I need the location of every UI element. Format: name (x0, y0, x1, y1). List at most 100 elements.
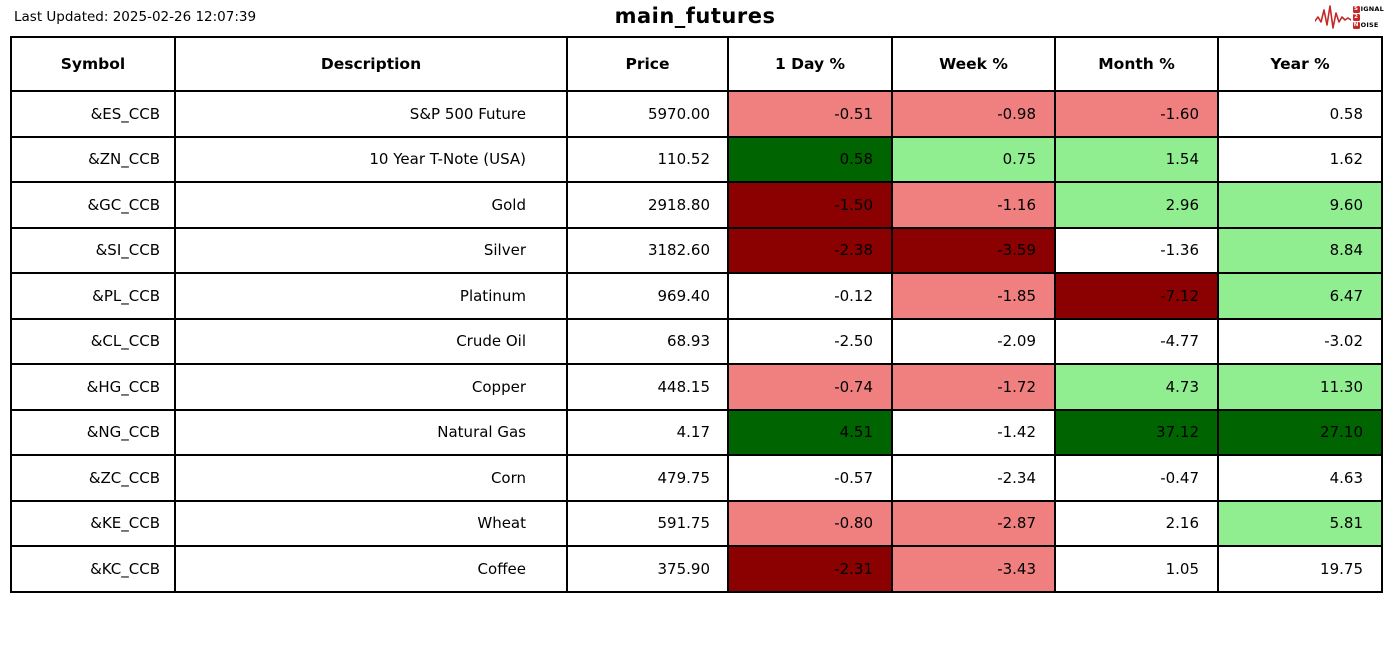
pct-1day-cell: -2.50 (727, 317, 893, 365)
price-cell: 2918.80 (566, 181, 729, 229)
column-header-month-: Month % (1054, 36, 1219, 92)
logo-line-2: 2 (1352, 13, 1384, 21)
symbol-cell: &PL_CCB (10, 272, 176, 320)
column-header-1-day-: 1 Day % (727, 36, 893, 92)
price-cell: 375.90 (566, 545, 729, 593)
symbol-cell: &KC_CCB (10, 545, 176, 593)
description-cell: Crude Oil (174, 317, 568, 365)
price-cell: 5970.00 (566, 90, 729, 138)
description-cell: Silver (174, 226, 568, 274)
logo-text: S IGNAL 2 N OISE (1352, 5, 1384, 29)
pct-week-cell: -2.34 (891, 454, 1056, 502)
logo-badge-2: 2 (1352, 13, 1360, 21)
pct-week-cell: -2.09 (891, 317, 1056, 365)
pct-year-cell: -3.02 (1217, 317, 1383, 365)
column-header-symbol: Symbol (10, 36, 176, 92)
pct-week-cell: -3.59 (891, 226, 1056, 274)
page-title: main_futures (614, 4, 776, 28)
logo-line-signal: S IGNAL (1352, 5, 1384, 13)
pct-week-cell: 0.75 (891, 135, 1056, 183)
price-cell: 3182.60 (566, 226, 729, 274)
column-header-year-: Year % (1217, 36, 1383, 92)
pct-year-cell: 19.75 (1217, 545, 1383, 593)
table-row: &CL_CCB Crude Oil 68.93 -2.50 -2.09 -4.7… (10, 317, 1383, 365)
description-cell: Natural Gas (174, 408, 568, 456)
symbol-cell: &HG_CCB (10, 363, 176, 411)
last-updated-text: Last Updated: 2025-02-26 12:07:39 (14, 9, 257, 25)
pct-week-cell: -1.16 (891, 181, 1056, 229)
pct-year-cell: 11.30 (1217, 363, 1383, 411)
pct-week-cell: -2.87 (891, 499, 1056, 547)
description-cell: Corn (174, 454, 568, 502)
table-header-row: Symbol Description Price 1 Day % Week % Month… (10, 36, 1383, 92)
pct-month-cell: 37.12 (1054, 408, 1219, 456)
description-cell: Wheat (174, 499, 568, 547)
pct-1day-cell: -0.12 (727, 272, 893, 320)
table-row: &PL_CCB Platinum 969.40 -0.12 -1.85 -7.1… (10, 272, 1383, 320)
price-cell: 969.40 (566, 272, 729, 320)
pct-week-cell: -1.72 (891, 363, 1056, 411)
symbol-cell: &NG_CCB (10, 408, 176, 456)
pct-1day-cell: -1.50 (727, 181, 893, 229)
price-cell: 448.15 (566, 363, 729, 411)
pct-year-cell: 5.81 (1217, 499, 1383, 547)
description-cell: 10 Year T-Note (USA) (174, 135, 568, 183)
pct-month-cell: -4.77 (1054, 317, 1219, 365)
signal2noise-logo: S IGNAL 2 N OISE (1314, 3, 1384, 31)
price-cell: 68.93 (566, 317, 729, 365)
symbol-cell: &CL_CCB (10, 317, 176, 365)
pct-year-cell: 0.58 (1217, 90, 1383, 138)
logo-text-oise: OISE (1360, 21, 1379, 29)
pct-week-cell: -1.42 (891, 408, 1056, 456)
symbol-cell: &ZN_CCB (10, 135, 176, 183)
pct-year-cell: 6.47 (1217, 272, 1383, 320)
heartbeat-waveform-icon (1314, 5, 1351, 29)
table-row: &ZN_CCB 10 Year T-Note (USA) 110.52 0.58… (10, 135, 1383, 183)
pct-month-cell: -0.47 (1054, 454, 1219, 502)
symbol-cell: &GC_CCB (10, 181, 176, 229)
symbol-cell: &ES_CCB (10, 90, 176, 138)
pct-week-cell: -0.98 (891, 90, 1056, 138)
pct-month-cell: 4.73 (1054, 363, 1219, 411)
pct-month-cell: -1.36 (1054, 226, 1219, 274)
pct-month-cell: 2.16 (1054, 499, 1219, 547)
description-cell: S&P 500 Future (174, 90, 568, 138)
pct-week-cell: -3.43 (891, 545, 1056, 593)
pct-1day-cell: -2.38 (727, 226, 893, 274)
pct-week-cell: -1.85 (891, 272, 1056, 320)
pct-month-cell: -1.60 (1054, 90, 1219, 138)
pct-month-cell: 2.96 (1054, 181, 1219, 229)
futures-table: Symbol Description Price 1 Day % Week % Month… (10, 36, 1383, 593)
description-cell: Copper (174, 363, 568, 411)
symbol-cell: &ZC_CCB (10, 454, 176, 502)
pct-1day-cell: -0.80 (727, 499, 893, 547)
price-cell: 4.17 (566, 408, 729, 456)
symbol-cell: &KE_CCB (10, 499, 176, 547)
logo-text-ignal: IGNAL (1360, 5, 1384, 13)
pct-year-cell: 9.60 (1217, 181, 1383, 229)
column-header-week-: Week % (891, 36, 1056, 92)
table-row: &NG_CCB Natural Gas 4.17 4.51 -1.42 37.1… (10, 408, 1383, 456)
pct-1day-cell: -0.51 (727, 90, 893, 138)
price-cell: 591.75 (566, 499, 729, 547)
pct-year-cell: 1.62 (1217, 135, 1383, 183)
description-cell: Platinum (174, 272, 568, 320)
logo-line-noise: N OISE (1352, 21, 1384, 29)
pct-1day-cell: 0.58 (727, 135, 893, 183)
pct-1day-cell: 4.51 (727, 408, 893, 456)
top-bar: Last Updated: 2025-02-26 12:07:39 main_f… (0, 0, 1390, 36)
pct-year-cell: 4.63 (1217, 454, 1383, 502)
pct-year-cell: 8.84 (1217, 226, 1383, 274)
pct-1day-cell: -2.31 (727, 545, 893, 593)
pct-1day-cell: -0.57 (727, 454, 893, 502)
column-header-description: Description (174, 36, 568, 92)
table-row: &ES_CCB S&P 500 Future 5970.00 -0.51 -0.… (10, 90, 1383, 138)
column-header-price: Price (566, 36, 729, 92)
table-row: &HG_CCB Copper 448.15 -0.74 -1.72 4.73 1… (10, 363, 1383, 411)
price-cell: 479.75 (566, 454, 729, 502)
description-cell: Coffee (174, 545, 568, 593)
logo-badge-s: S (1352, 5, 1360, 13)
pct-month-cell: -7.12 (1054, 272, 1219, 320)
symbol-cell: &SI_CCB (10, 226, 176, 274)
table-row: &GC_CCB Gold 2918.80 -1.50 -1.16 2.96 9.… (10, 181, 1383, 229)
